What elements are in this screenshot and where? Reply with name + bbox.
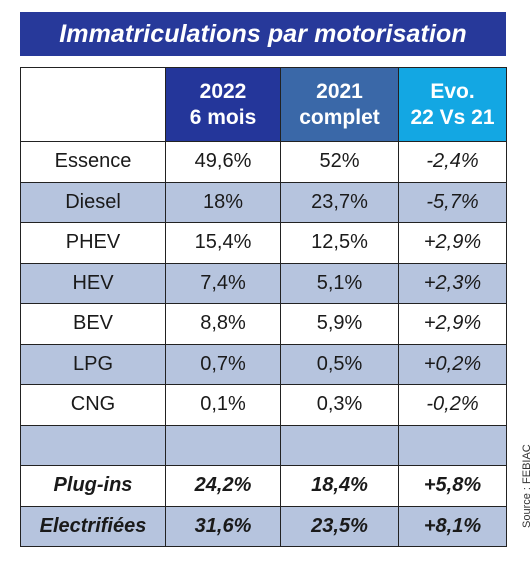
header-2021-year: 2021 [316, 79, 363, 103]
table-row-essence: Essence 49,6% 52% -2,4% [20, 141, 507, 183]
value-evolution: +2,3% [398, 262, 507, 304]
value-evolution: +5,8% [398, 465, 507, 507]
value-evolution: +8,1% [398, 505, 507, 547]
table-row-hev: HEV 7,4% 5,1% +2,3% [20, 262, 507, 304]
value-2022: 31,6% [165, 505, 281, 547]
value-2022: 8,8% [165, 303, 281, 345]
empty-cell [280, 424, 399, 466]
header-row: 2022 6 mois 2021 complet Evo. 22 Vs 21 [20, 67, 507, 142]
table-row-electrifiees: Electrifiées 31,6% 23,5% +8,1% [20, 505, 507, 547]
value-2021: 0,5% [280, 343, 399, 385]
row-label: HEV [20, 262, 166, 304]
row-label: Diesel [20, 181, 166, 223]
header-2021: 2021 complet [280, 67, 399, 142]
value-2021: 0,3% [280, 384, 399, 426]
row-label: PHEV [20, 222, 166, 264]
value-2022: 18% [165, 181, 281, 223]
row-label: LPG [20, 343, 166, 385]
header-2021-period: complet [299, 105, 380, 129]
value-2021: 5,9% [280, 303, 399, 345]
value-2021: 23,5% [280, 505, 399, 547]
value-evolution: -2,4% [398, 141, 507, 183]
empty-cell [20, 424, 166, 466]
value-evolution: -5,7% [398, 181, 507, 223]
value-evolution: +2,9% [398, 303, 507, 345]
header-2022-year: 2022 [199, 79, 247, 103]
registrations-table: 2022 6 mois 2021 complet Evo. 22 Vs 21 E… [20, 67, 507, 547]
value-2021: 12,5% [280, 222, 399, 264]
source-text: Source : FEBIAC [521, 444, 530, 528]
row-label: Plug-ins [20, 465, 166, 507]
value-2022: 24,2% [165, 465, 281, 507]
header-2022-period: 6 mois [189, 105, 257, 129]
value-evolution: -0,2% [398, 384, 507, 426]
empty-cell [398, 424, 507, 466]
value-evolution: +0,2% [398, 343, 507, 385]
value-2021: 23,7% [280, 181, 399, 223]
table-row-lpg: LPG 0,7% 0,5% +0,2% [20, 343, 507, 385]
header-2022: 2022 6 mois [165, 67, 281, 142]
row-label: BEV [20, 303, 166, 345]
table-title: Immatriculations par motorisation [20, 12, 506, 56]
row-label: Essence [20, 141, 166, 183]
table-row-bev: BEV 8,8% 5,9% +2,9% [20, 303, 507, 345]
header-evolution-label: Evo. [430, 79, 475, 103]
value-2021: 52% [280, 141, 399, 183]
header-evolution: Evo. 22 Vs 21 [398, 67, 507, 142]
value-2022: 0,7% [165, 343, 281, 385]
value-evolution: +2,9% [398, 222, 507, 264]
header-corner-cell [20, 67, 166, 142]
value-2021: 5,1% [280, 262, 399, 304]
table-row-empty [20, 424, 507, 466]
header-evolution-period: 22 Vs 21 [410, 105, 495, 129]
value-2022: 49,6% [165, 141, 281, 183]
empty-cell [165, 424, 281, 466]
value-2022: 7,4% [165, 262, 281, 304]
row-label: Electrifiées [20, 505, 166, 547]
table-row-plug-ins: Plug-ins 24,2% 18,4% +5,8% [20, 465, 507, 507]
value-2022: 15,4% [165, 222, 281, 264]
table-row-diesel: Diesel 18% 23,7% -5,7% [20, 181, 507, 223]
table-row-phev: PHEV 15,4% 12,5% +2,9% [20, 222, 507, 264]
value-2022: 0,1% [165, 384, 281, 426]
table-row-cng: CNG 0,1% 0,3% -0,2% [20, 384, 507, 426]
row-label: CNG [20, 384, 166, 426]
value-2021: 18,4% [280, 465, 399, 507]
